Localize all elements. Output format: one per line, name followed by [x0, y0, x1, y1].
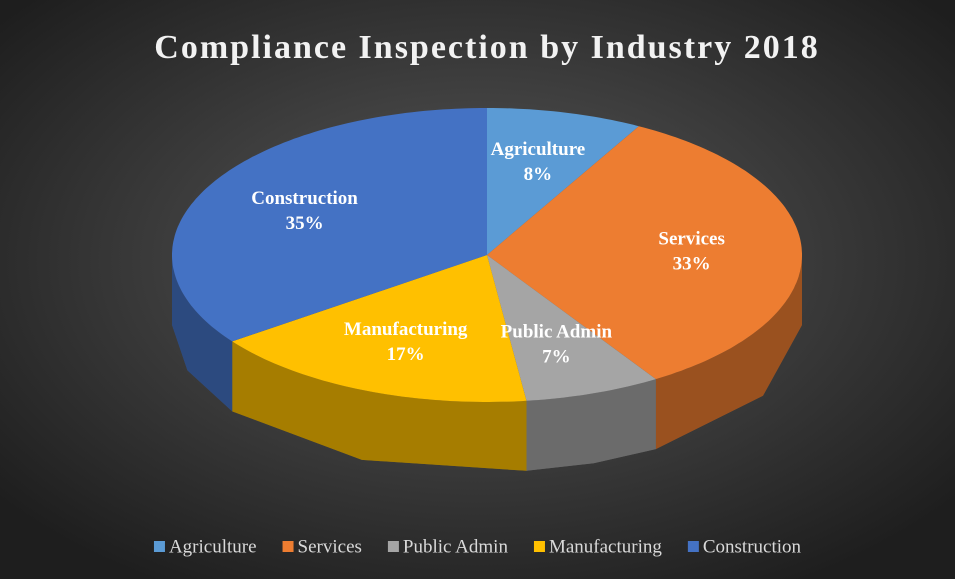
slice-label: Construction [251, 188, 358, 209]
legend-swatch [282, 541, 294, 552]
side-shade [526, 379, 656, 471]
slice-side [232, 341, 527, 471]
slice-value-label: 33% [673, 253, 711, 274]
slice [172, 108, 487, 342]
legend-swatch [533, 541, 545, 552]
legend-swatch [687, 541, 699, 552]
legend-label: Manufacturing [549, 536, 662, 557]
slice-value-label: 8% [524, 164, 553, 185]
side-shade [172, 255, 233, 412]
legend-label: Public Admin [403, 536, 509, 557]
chart-title: Compliance Inspection by Industry 2018 [154, 29, 819, 66]
slice-side [172, 255, 233, 412]
legend-label: Agriculture [169, 536, 257, 557]
slice [487, 108, 639, 255]
side-shade [232, 341, 527, 471]
slice-label: Public Admin [501, 321, 613, 342]
slice [487, 255, 656, 401]
legend-label: Construction [703, 536, 802, 557]
slice-value-label: 35% [286, 213, 324, 234]
slice-label: Services [658, 228, 724, 249]
slice-value-label: 17% [387, 344, 425, 365]
slice-label: Manufacturing [344, 319, 468, 340]
slice-label: Agriculture [491, 139, 586, 160]
slice-side [526, 379, 656, 471]
side-shade [655, 255, 802, 450]
legend-label: Services [298, 536, 362, 557]
legend: Agriculture Services Public Admin Manufactu… [153, 536, 802, 557]
slice-side [655, 255, 802, 450]
legend-swatch [153, 541, 165, 552]
legend-swatch [387, 541, 399, 552]
slice-value-label: 7% [542, 346, 571, 367]
slice [487, 126, 802, 380]
slice [232, 255, 527, 402]
